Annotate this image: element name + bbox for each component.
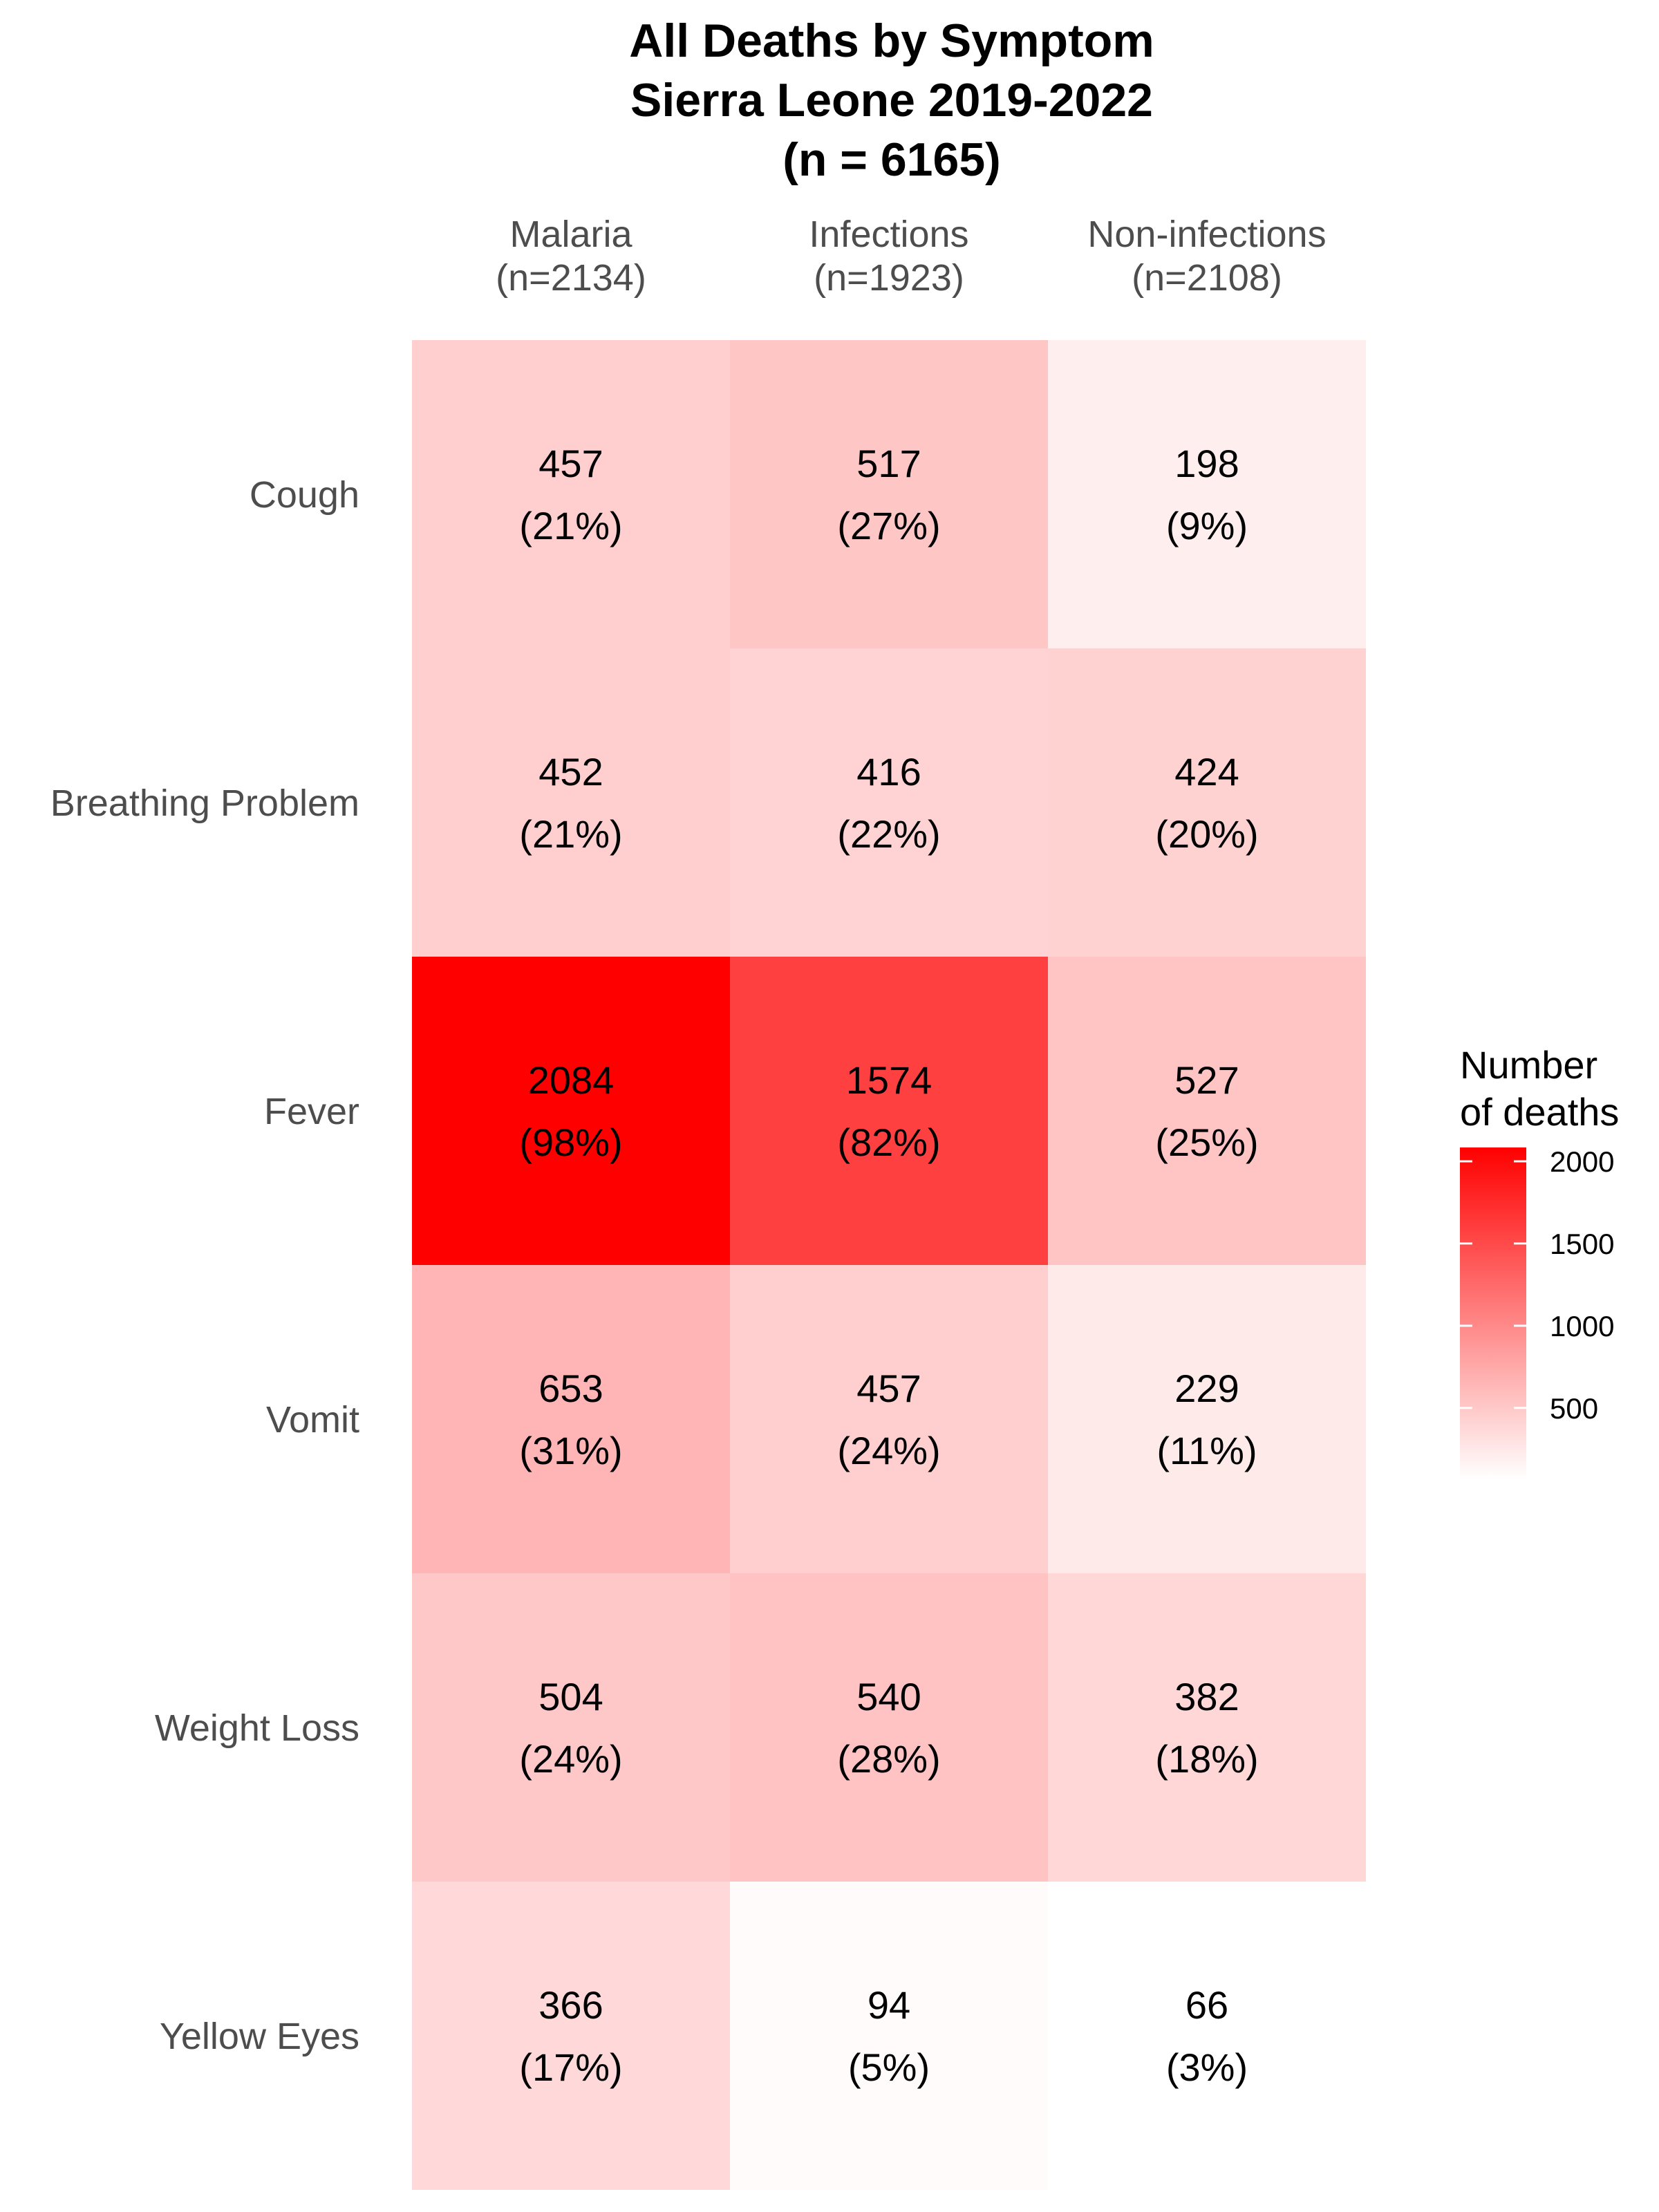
heatmap-cell: [1048, 1573, 1366, 1882]
cell-percent-label: (17%): [519, 2045, 622, 2089]
legend-tick-label: 500: [1550, 1392, 1598, 1425]
cell-percent-label: (28%): [837, 1737, 940, 1781]
cell-percent-label: (5%): [848, 2045, 930, 2089]
cell-percent-label: (24%): [519, 1737, 622, 1781]
heatmap-cell: [412, 1265, 730, 1573]
cell-value-label: 517: [856, 442, 921, 485]
cell-value-label: 653: [538, 1367, 603, 1410]
cell-value-label: 229: [1174, 1367, 1239, 1410]
legend-title-line-1: Number: [1460, 1043, 1597, 1087]
heatmap-cell: [730, 1573, 1048, 1882]
heatmap-cell: [730, 957, 1048, 1265]
cell-value-label: 66: [1185, 1983, 1228, 2027]
heatmap-cell: [1048, 340, 1366, 648]
cell-value-label: 452: [538, 750, 603, 794]
row-label-1: Breathing Problem: [50, 782, 359, 824]
heatmap-cell: [730, 340, 1048, 648]
heatmap-cell: [412, 648, 730, 957]
column-label-2: Non-infections: [1087, 214, 1326, 255]
cell-value-label: 424: [1174, 750, 1239, 794]
legend-colorbar: [1460, 1147, 1526, 1479]
heatmap-cell: [1048, 1265, 1366, 1573]
heatmap-cell: [1048, 648, 1366, 957]
legend-title-line-2: of deaths: [1460, 1090, 1619, 1134]
cell-value-label: 416: [856, 750, 921, 794]
cell-value-label: 527: [1174, 1058, 1239, 1102]
heatmap-cell: [412, 1882, 730, 2190]
cell-percent-label: (20%): [1155, 812, 1258, 856]
legend-ticks: 500 1000 1500 2000: [1460, 1145, 1614, 1425]
cell-value-label: 2084: [528, 1058, 615, 1102]
cell-percent-label: (11%): [1156, 1429, 1257, 1472]
heatmap-cell: [730, 648, 1048, 957]
cell-percent-label: (9%): [1166, 504, 1248, 547]
cell-value-label: 504: [538, 1675, 603, 1718]
chart-title: All Deaths by Symptom Sierra Leone 2019-…: [629, 15, 1154, 186]
color-legend: Number of deaths 500 1000 1500 2000: [1460, 1043, 1619, 1479]
column-n-label-2: (n=2108): [1132, 257, 1282, 299]
column-n-label-1: (n=1923): [814, 257, 964, 299]
cell-percent-label: (18%): [1155, 1737, 1258, 1781]
cell-percent-label: (21%): [519, 812, 622, 856]
cell-percent-label: (24%): [837, 1429, 940, 1472]
legend-tick-label: 1500: [1550, 1228, 1614, 1260]
heatmap-cell: [1048, 957, 1366, 1265]
column-labels: Malaria(n=2134) Infections(n=1923) Non-inf…: [496, 214, 1326, 299]
legend-tick-label: 1000: [1550, 1310, 1614, 1342]
cell-percent-label: (98%): [519, 1121, 622, 1164]
legend-tick-label: 2000: [1550, 1145, 1614, 1178]
heatmap-cell: [730, 1882, 1048, 2190]
cell-value-label: 198: [1174, 442, 1239, 485]
row-labels: Cough Breathing Problem Fever Vomit Weight L…: [50, 474, 359, 2057]
heatmap-cell: [730, 1265, 1048, 1573]
cell-percent-label: (3%): [1166, 2045, 1248, 2089]
cell-value-label: 382: [1174, 1675, 1239, 1718]
column-label-1: Infections: [809, 214, 968, 255]
heatmap-cell: [412, 957, 730, 1265]
cell-percent-label: (22%): [837, 812, 940, 856]
row-label-3: Vomit: [266, 1399, 359, 1441]
column-n-label-0: (n=2134): [496, 257, 646, 299]
column-label-0: Malaria: [509, 214, 632, 255]
cell-value-label: 94: [868, 1983, 910, 2027]
row-label-4: Weight Loss: [155, 1707, 359, 1749]
chart-title-line-2: Sierra Leone 2019-2022: [630, 74, 1153, 126]
heatmap-cell: [412, 1573, 730, 1882]
cell-value-label: 1574: [846, 1058, 932, 1102]
cell-value-label: 457: [856, 1367, 921, 1410]
heatmap-cells: 457 (21%) 517 (27%) 198 (9%) 452 (21%) 416 (22%) 4…: [412, 340, 1366, 2190]
heatmap-cell: [1048, 1882, 1366, 2190]
cell-value-label: 540: [856, 1675, 921, 1718]
row-label-2: Fever: [264, 1091, 359, 1132]
cell-value-label: 366: [538, 1983, 603, 2027]
row-label-0: Cough: [250, 474, 359, 516]
cell-percent-label: (21%): [519, 504, 622, 547]
cell-percent-label: (25%): [1155, 1121, 1258, 1164]
cell-percent-label: (31%): [519, 1429, 622, 1472]
chart-title-line-1: All Deaths by Symptom: [629, 15, 1154, 67]
cell-percent-label: (27%): [837, 504, 940, 547]
heatmap-cell: [412, 340, 730, 648]
cell-value-label: 457: [538, 442, 603, 485]
chart-title-line-3: (n = 6165): [782, 133, 1001, 186]
cell-percent-label: (82%): [837, 1121, 940, 1164]
row-label-5: Yellow Eyes: [160, 2016, 359, 2057]
